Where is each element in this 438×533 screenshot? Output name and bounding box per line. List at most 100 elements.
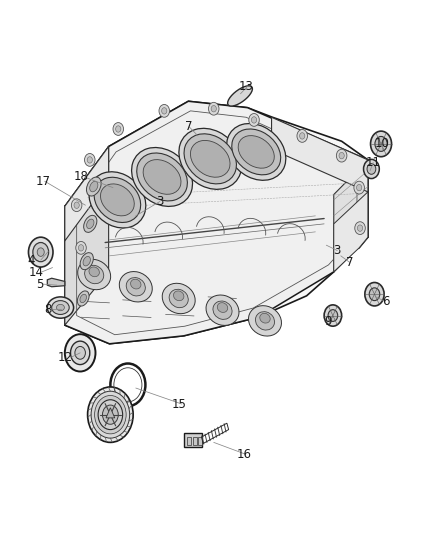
Ellipse shape bbox=[179, 128, 242, 189]
Ellipse shape bbox=[173, 291, 184, 301]
Ellipse shape bbox=[137, 153, 187, 201]
Ellipse shape bbox=[52, 301, 69, 314]
Polygon shape bbox=[47, 278, 65, 287]
Polygon shape bbox=[65, 147, 109, 325]
Circle shape bbox=[91, 391, 130, 438]
Ellipse shape bbox=[191, 140, 230, 177]
Ellipse shape bbox=[169, 289, 188, 308]
Circle shape bbox=[324, 305, 342, 326]
Polygon shape bbox=[65, 147, 109, 241]
Text: 18: 18 bbox=[74, 171, 88, 183]
Circle shape bbox=[116, 126, 121, 132]
Ellipse shape bbox=[90, 181, 98, 192]
Text: 12: 12 bbox=[57, 351, 72, 364]
Ellipse shape bbox=[255, 312, 275, 330]
Circle shape bbox=[249, 114, 259, 126]
Circle shape bbox=[33, 243, 49, 262]
Circle shape bbox=[74, 202, 79, 208]
Ellipse shape bbox=[131, 279, 141, 289]
Ellipse shape bbox=[260, 313, 270, 323]
Ellipse shape bbox=[248, 305, 282, 336]
Ellipse shape bbox=[47, 297, 74, 318]
Ellipse shape bbox=[217, 303, 228, 312]
Circle shape bbox=[251, 117, 257, 123]
Circle shape bbox=[71, 341, 90, 365]
Circle shape bbox=[355, 222, 365, 235]
Polygon shape bbox=[65, 101, 368, 344]
Ellipse shape bbox=[131, 148, 193, 206]
Polygon shape bbox=[334, 192, 368, 272]
Circle shape bbox=[300, 133, 305, 139]
Circle shape bbox=[354, 181, 364, 194]
Ellipse shape bbox=[89, 267, 99, 277]
Ellipse shape bbox=[213, 301, 232, 319]
Ellipse shape bbox=[94, 177, 141, 222]
Ellipse shape bbox=[84, 215, 97, 232]
Circle shape bbox=[375, 136, 387, 151]
Ellipse shape bbox=[80, 253, 93, 270]
Circle shape bbox=[88, 387, 133, 442]
Text: 11: 11 bbox=[366, 156, 381, 169]
Text: 9: 9 bbox=[324, 315, 332, 328]
Polygon shape bbox=[198, 437, 202, 445]
Circle shape bbox=[369, 288, 380, 301]
Text: 4: 4 bbox=[28, 254, 35, 266]
Circle shape bbox=[364, 159, 379, 179]
Circle shape bbox=[159, 104, 170, 117]
Ellipse shape bbox=[87, 219, 94, 229]
Text: 15: 15 bbox=[171, 398, 186, 410]
Circle shape bbox=[371, 131, 392, 157]
Circle shape bbox=[78, 245, 84, 251]
Ellipse shape bbox=[162, 283, 195, 314]
Polygon shape bbox=[228, 86, 252, 106]
Circle shape bbox=[208, 102, 219, 115]
Ellipse shape bbox=[86, 177, 101, 196]
Circle shape bbox=[339, 152, 344, 159]
Polygon shape bbox=[65, 101, 368, 344]
Circle shape bbox=[71, 199, 82, 212]
Polygon shape bbox=[334, 160, 368, 272]
Circle shape bbox=[75, 346, 85, 359]
Ellipse shape bbox=[78, 259, 111, 290]
Circle shape bbox=[87, 157, 92, 163]
Circle shape bbox=[328, 310, 338, 321]
Text: 6: 6 bbox=[381, 295, 389, 308]
Circle shape bbox=[102, 405, 118, 424]
Ellipse shape bbox=[126, 278, 145, 296]
Ellipse shape bbox=[57, 304, 64, 311]
Text: 13: 13 bbox=[239, 80, 254, 93]
Circle shape bbox=[98, 400, 123, 430]
Circle shape bbox=[365, 282, 384, 306]
Circle shape bbox=[113, 123, 124, 135]
Text: 3: 3 bbox=[156, 195, 163, 208]
Ellipse shape bbox=[206, 295, 239, 326]
Polygon shape bbox=[187, 437, 191, 445]
Polygon shape bbox=[184, 433, 202, 447]
Ellipse shape bbox=[238, 135, 274, 168]
Circle shape bbox=[162, 108, 167, 114]
Ellipse shape bbox=[78, 291, 89, 306]
Text: 10: 10 bbox=[374, 138, 389, 150]
Circle shape bbox=[357, 225, 363, 231]
Ellipse shape bbox=[226, 124, 286, 180]
Text: 8: 8 bbox=[45, 303, 52, 316]
Ellipse shape bbox=[80, 294, 86, 303]
Ellipse shape bbox=[83, 256, 90, 266]
Ellipse shape bbox=[85, 265, 104, 284]
Ellipse shape bbox=[232, 129, 281, 175]
Circle shape bbox=[28, 237, 53, 267]
Circle shape bbox=[211, 106, 216, 112]
Polygon shape bbox=[272, 117, 368, 192]
Polygon shape bbox=[106, 408, 115, 418]
Text: 7: 7 bbox=[346, 256, 353, 269]
Ellipse shape bbox=[184, 134, 237, 184]
Ellipse shape bbox=[119, 271, 152, 302]
Text: 14: 14 bbox=[28, 266, 43, 279]
Ellipse shape bbox=[143, 159, 181, 195]
Circle shape bbox=[336, 149, 347, 162]
Text: 5: 5 bbox=[37, 278, 44, 290]
Circle shape bbox=[85, 154, 95, 166]
Circle shape bbox=[297, 130, 307, 142]
Text: 16: 16 bbox=[237, 448, 252, 461]
Circle shape bbox=[95, 395, 126, 434]
